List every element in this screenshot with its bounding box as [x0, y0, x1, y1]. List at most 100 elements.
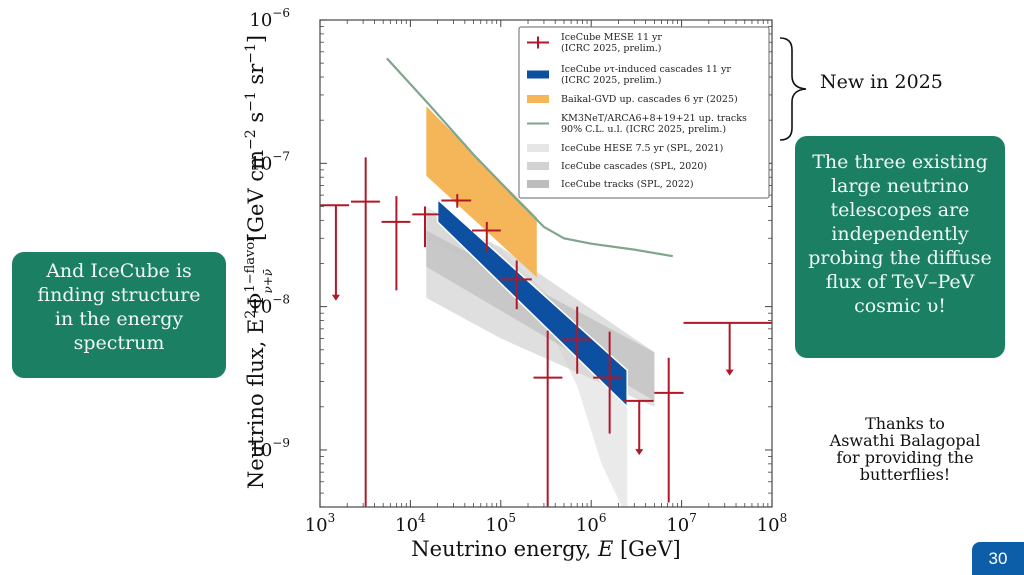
y-tick-exp: −6: [272, 6, 290, 20]
km3net-upper-limit-line: [386, 57, 673, 258]
mese-point: [654, 357, 684, 503]
bands-layer: [426, 106, 655, 507]
legend-item-hese: IceCube HESE 7.5 yr (SPL, 2021): [527, 143, 723, 154]
x-tick-label: 108: [757, 511, 788, 536]
x-tick-exp: 6: [599, 511, 607, 525]
legend-item-cascades: IceCube cascades (SPL, 2020): [527, 161, 707, 172]
legend-item-tau: IceCube ντ-induced cascades 11 yr(ICRC 2…: [527, 64, 731, 86]
legend-label: IceCube MESE 11 yr: [561, 32, 662, 43]
legend-swatch-icon: [527, 70, 549, 79]
legend-label: IceCube cascades (SPL, 2020): [561, 161, 707, 172]
page-number-badge: 30: [972, 542, 1024, 575]
mese-point: [320, 204, 350, 301]
annotation-line: finding structure: [37, 284, 201, 306]
annotation-line: And IceCube is: [46, 260, 192, 282]
x-tick-label: 104: [395, 511, 426, 536]
annotation-line: independently: [831, 223, 969, 245]
band-baikal: [426, 106, 537, 278]
mese-point: [471, 221, 501, 253]
x-tick-base: 10: [757, 515, 780, 536]
mese-point: [350, 157, 380, 507]
acknowledgement-line: butterflies!: [859, 465, 951, 484]
annotation-line: flux of TeV–PeV: [825, 271, 975, 293]
y-axis-label: Neutrino flux, E2Φ1−flavor ν+ν̄[GeV cm−2 …: [243, 35, 275, 489]
x-tick-base: 10: [486, 515, 509, 536]
mese-point: [533, 330, 563, 507]
legend-label: KM3NeT/ARCA6+8+19+21 up. tracks: [561, 113, 747, 124]
new-in-2025-label: New in 2025: [820, 71, 943, 93]
mese-point: [441, 194, 472, 208]
x-tick-label: 107: [666, 511, 697, 536]
arrow-down-icon: [331, 294, 340, 301]
y-tick-exp: −7: [272, 149, 290, 163]
x-tick-exp: 8: [780, 511, 788, 525]
lines-layer: [386, 57, 673, 258]
legend-label: IceCube HESE 7.5 yr (SPL, 2021): [561, 143, 723, 154]
legend-label: (ICRC 2025, prelim.): [561, 75, 661, 86]
legend-swatch-icon: [527, 162, 549, 170]
legend-swatch-icon: [527, 144, 549, 152]
mese-point: [412, 206, 439, 248]
x-tick-label: 103: [305, 511, 336, 536]
legend-box: [518, 26, 770, 199]
x-tick-exp: 3: [328, 511, 336, 525]
legend-label: Baikal-GVD up. cascades 6 yr (2025): [561, 94, 738, 105]
mese-point: [683, 321, 772, 376]
annotation-line: The three existing: [812, 151, 988, 173]
x-axis-label: Neutrino energy, E [GeV]: [411, 537, 680, 561]
legend: IceCube MESE 11 yr(ICRC 2025, prelim.)Ic…: [518, 26, 770, 199]
annotation-box-structure: And IceCube is finding structure in the …: [12, 252, 226, 378]
annotation-line: telescopes are: [830, 199, 970, 221]
y-tick-base: 10: [249, 153, 272, 174]
x-tick-exp: 7: [689, 511, 697, 525]
y-tick-label: 10−6: [249, 6, 290, 31]
legend-label: (ICRC 2025, prelim.): [561, 43, 661, 54]
legend-label: IceCube tracks (SPL, 2022): [561, 179, 694, 190]
legend-item-tracks: IceCube tracks (SPL, 2022): [527, 179, 694, 190]
y-tick-label: 10−7: [249, 149, 290, 174]
mese-point: [623, 399, 654, 456]
legend-item-mese: IceCube MESE 11 yr(ICRC 2025, prelim.): [527, 32, 662, 54]
arrow-down-icon: [725, 369, 734, 376]
acknowledgement-text: Thanks to Aswathi Balagopal for providin…: [800, 415, 1010, 483]
annotation-line: probing the diffuse: [808, 247, 992, 269]
y-tick-label: 10−8: [249, 293, 290, 318]
curly-brace-icon: [779, 37, 807, 141]
mese-point: [593, 331, 623, 434]
acknowledgement-line: Aswathi Balagopal: [829, 431, 981, 450]
acknowledgement-line: for providing the: [836, 448, 974, 467]
x-tick-label: 106: [576, 511, 607, 536]
x-tick-base: 10: [395, 515, 418, 536]
annotation-line: cosmic υ!: [854, 295, 946, 317]
x-tick-exp: 5: [508, 511, 516, 525]
arrow-down-icon: [635, 449, 644, 456]
acknowledgement-line: Thanks to: [865, 414, 945, 433]
mese-point: [381, 196, 411, 291]
y-tick-exp: −9: [272, 436, 290, 450]
y-tick-base: 10: [249, 440, 272, 461]
x-tick-base: 10: [576, 515, 599, 536]
legend-label: 90% C.L. u.l. (ICRC 2025, prelim.): [561, 124, 726, 135]
legend-label: IceCube ντ-induced cascades 11 yr: [561, 64, 731, 75]
legend-item-baikal: Baikal-GVD up. cascades 6 yr (2025): [527, 94, 738, 105]
y-tick-exp: −8: [272, 293, 290, 307]
annotation-line: large neutrino: [830, 175, 970, 197]
x-tick-base: 10: [666, 515, 689, 536]
x-tick-exp: 4: [418, 511, 426, 525]
mese-point: [500, 260, 532, 310]
mese-point: [562, 306, 592, 374]
annotation-box-telescopes: The three existing large neutrino telesc…: [795, 136, 1005, 358]
annotation-line: in the energy: [54, 308, 184, 330]
x-tick-base: 10: [305, 515, 328, 536]
legend-swatch-icon: [527, 180, 549, 188]
y-tick-label: 10−9: [249, 436, 290, 461]
y-tick-base: 10: [249, 297, 272, 318]
x-tick-label: 105: [486, 511, 517, 536]
y-tick-base: 10: [249, 10, 272, 31]
legend-swatch-icon: [527, 95, 549, 103]
mese-points-layer: [320, 157, 772, 507]
annotation-line: spectrum: [73, 332, 165, 354]
